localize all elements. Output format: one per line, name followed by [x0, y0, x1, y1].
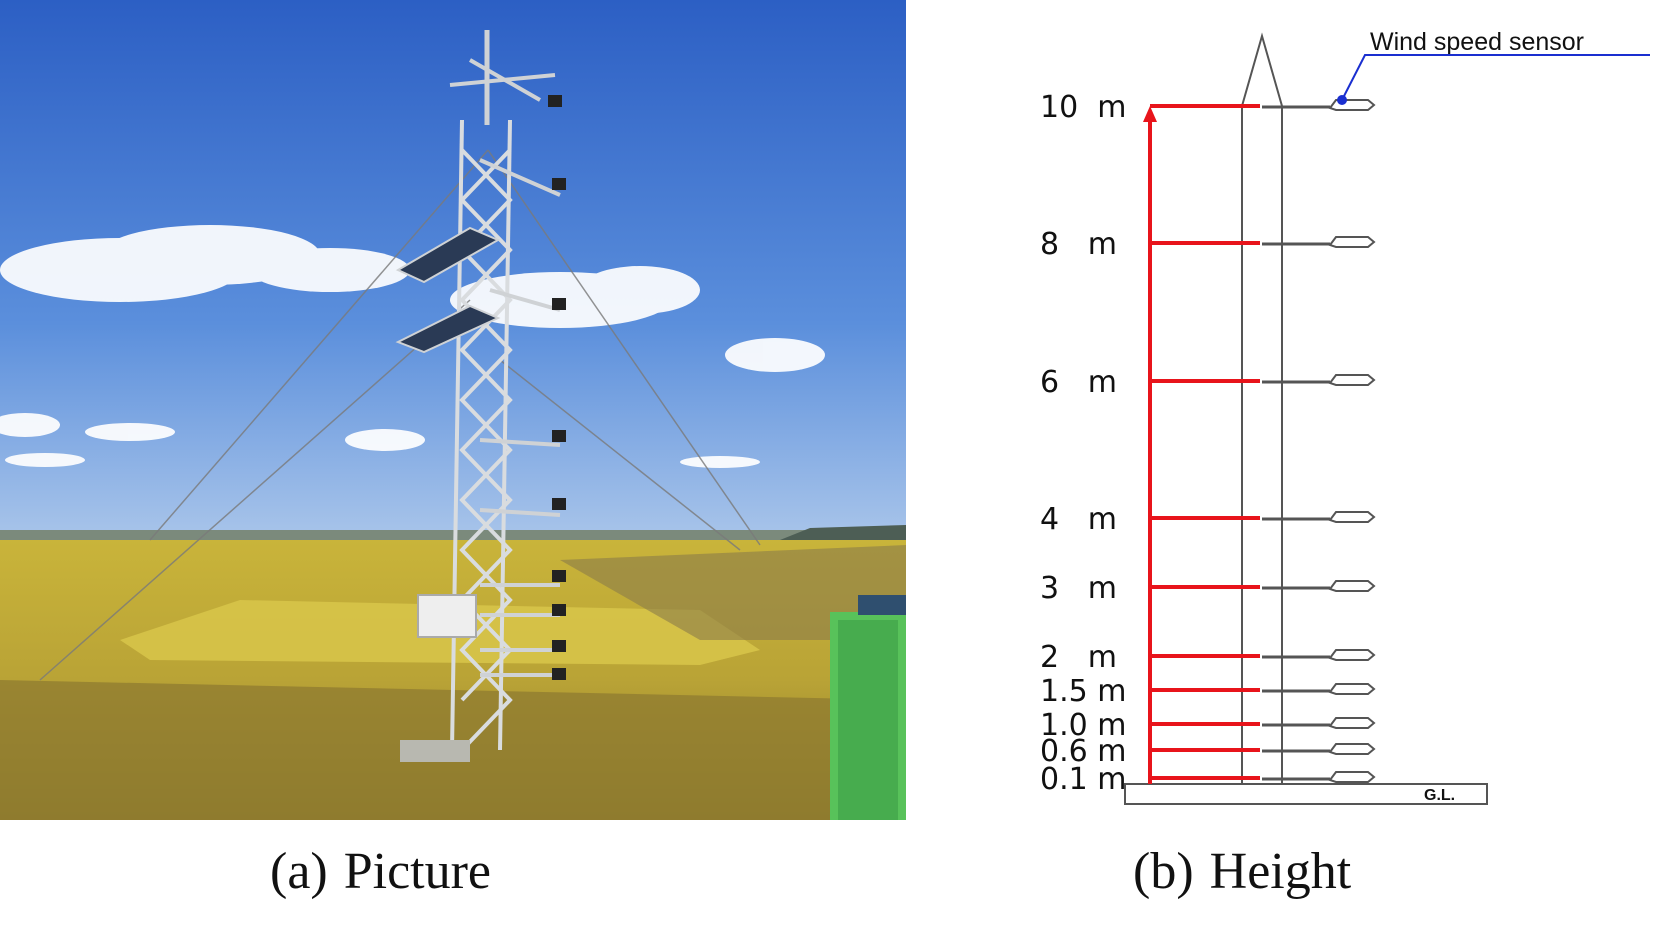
wind-speed-sensor	[1328, 717, 1376, 729]
ground-level-box	[1124, 783, 1488, 805]
height-label: 1.5 m	[1040, 674, 1126, 709]
wind-speed-sensor	[1328, 771, 1376, 783]
wind-speed-sensor	[1328, 683, 1376, 695]
caption-b-tag: (b)	[1133, 843, 1194, 900]
wind-speed-sensor	[1328, 743, 1376, 755]
green-fence	[830, 595, 906, 820]
height-label: 3 m	[1040, 571, 1117, 606]
ground-level-label: G.L.	[1424, 787, 1455, 804]
caption-a-tag: (a)	[270, 843, 328, 900]
guy-wires	[39, 149, 761, 681]
caption-a-text: Picture	[343, 843, 492, 900]
height-diagram-svg: G.L. 10 m 8 m 6 m 4 m 3 m 2 m1.5 m1.0 m0.6 m0…	[1040, 28, 1650, 805]
wind-speed-sensor	[1328, 236, 1376, 248]
height-arrow-head	[1143, 106, 1157, 122]
wind-speed-sensor	[1328, 511, 1376, 523]
sensor-heads	[548, 95, 566, 680]
height-label: 6 m	[1040, 365, 1117, 400]
height-label: 0.6 m	[1040, 734, 1126, 769]
caption-b-text: Height	[1209, 843, 1352, 900]
logger-box	[417, 594, 477, 638]
wind-speed-sensor	[1328, 649, 1376, 661]
wind-speed-sensor	[1328, 99, 1376, 111]
tower-photograph	[0, 0, 906, 820]
height-label: 1.0 m	[1040, 708, 1126, 743]
wind-speed-sensor	[1328, 374, 1376, 386]
caption-height: (b) Height	[1133, 842, 1351, 901]
tower-photo-illustration	[0, 0, 906, 820]
height-label: 0.1 m	[1040, 762, 1126, 797]
height-label: 8 m	[1040, 227, 1117, 262]
tower-outline	[1241, 32, 1283, 784]
sensor-arms	[479, 158, 561, 677]
solar-panels	[395, 226, 501, 354]
wind-speed-sensor-label: Wind speed sensor	[1370, 28, 1584, 56]
sensor-pointer-dot	[1337, 95, 1347, 105]
caption-picture: (a) Picture	[270, 842, 491, 901]
wind-speed-sensor	[1328, 580, 1376, 592]
height-levels: 10 m 8 m 6 m 4 m 3 m 2 m1.5 m1.0 m0.6 m0.1 m	[1040, 90, 1376, 797]
height-label: 10 m	[1040, 90, 1126, 125]
clouds	[0, 225, 825, 468]
tower-base	[400, 740, 470, 762]
height-label: 4 m	[1040, 502, 1117, 537]
sensor-pointer-line	[1341, 54, 1650, 101]
height-label: 2 m	[1040, 640, 1117, 675]
